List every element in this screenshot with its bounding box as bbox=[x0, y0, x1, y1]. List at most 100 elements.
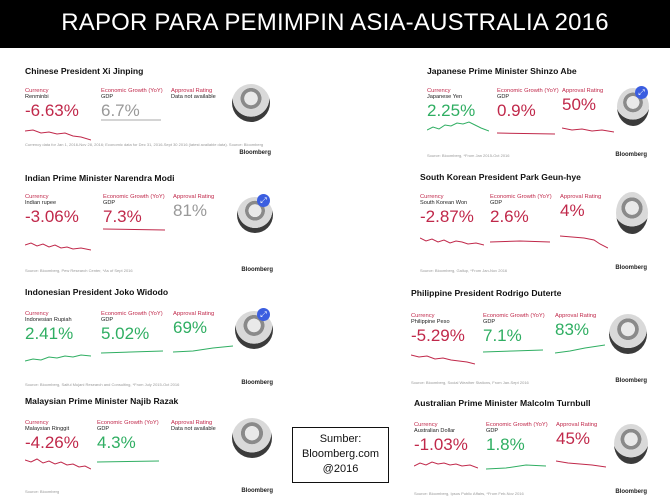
growth-sparkline bbox=[101, 350, 163, 354]
page-title: RAPOR PARA PEMIMPIN ASIA-AUSTRALIA 2016 bbox=[61, 9, 609, 36]
growth-metric: Economic Growth (YoY) GDP 1.8% bbox=[486, 422, 548, 454]
currency-value: -5.29% bbox=[411, 326, 465, 346]
approval-note: Data not available bbox=[171, 426, 216, 433]
growth-value: 7.1% bbox=[483, 326, 522, 346]
currency-value: -1.03% bbox=[414, 435, 468, 455]
growth-sparkline bbox=[483, 349, 543, 353]
approval-value: 69% bbox=[173, 318, 208, 338]
growth-metric: Economic Growth (YoY) GDP 2.6% bbox=[490, 194, 552, 226]
card-title: Philippine President Rodrigo Duterte bbox=[411, 288, 562, 298]
growth-value: 5.02% bbox=[101, 324, 150, 344]
growth-sparkline bbox=[101, 119, 161, 121]
source-note: Source: Bloomberg, Gallup, *From Jan-Nov… bbox=[420, 268, 508, 273]
currency-name: Indonesian Rupiah bbox=[25, 317, 72, 324]
currency-name: Renminbi bbox=[25, 94, 49, 101]
growth-name: GDP bbox=[497, 94, 510, 101]
growth-value: 2.6% bbox=[490, 207, 529, 227]
growth-sparkline bbox=[103, 228, 165, 231]
currency-name: Philippine Peso bbox=[411, 319, 450, 326]
growth-label: Economic Growth (YoY) bbox=[101, 88, 163, 94]
currency-metric: Currency South Korean Won -2.87% bbox=[420, 194, 474, 226]
bloomberg-brand: Bloomberg bbox=[241, 488, 273, 494]
growth-label: Economic Growth (YoY) bbox=[103, 194, 165, 200]
growth-value: 1.8% bbox=[486, 435, 525, 455]
currency-sparkline bbox=[427, 121, 489, 132]
approval-metric: Approval Rating Data not available bbox=[171, 420, 216, 432]
source-note: Source: Bloomberg bbox=[25, 489, 60, 494]
source-box-line2: Bloomberg.com bbox=[301, 448, 380, 460]
leader-card-duterte: Philippine President Rodrigo Duterte Cur… bbox=[411, 288, 649, 390]
growth-metric: Economic Growth (YoY) GDP 0.9% bbox=[497, 88, 559, 120]
leader-card-jokowi: Indonesian President Joko Widodo Currenc… bbox=[25, 287, 275, 389]
growth-value: 0.9% bbox=[497, 101, 536, 121]
growth-value: 4.3% bbox=[97, 433, 136, 453]
leader-photo bbox=[232, 84, 270, 122]
leader-card-xi: Chinese President Xi Jinping Currency Re… bbox=[25, 66, 275, 160]
approval-sparkline bbox=[556, 460, 606, 468]
growth-metric: Economic Growth (YoY) GDP 7.1% bbox=[483, 313, 545, 345]
approval-label: Approval Rating bbox=[562, 88, 604, 94]
growth-name: GDP bbox=[486, 428, 499, 435]
expand-icon[interactable]: ⤢ bbox=[635, 86, 648, 99]
leader-photo bbox=[609, 314, 647, 354]
expand-icon[interactable]: ⤢ bbox=[257, 308, 270, 321]
growth-label: Economic Growth (YoY) bbox=[101, 311, 163, 317]
approval-sparkline bbox=[555, 344, 605, 354]
currency-label: Currency bbox=[25, 420, 49, 426]
leader-photo bbox=[616, 192, 648, 234]
growth-metric: Economic Growth (YoY) GDP 7.3% bbox=[103, 194, 165, 226]
source-box-line1: Sumber: bbox=[319, 433, 362, 445]
currency-label: Currency bbox=[25, 311, 49, 317]
currency-metric: Currency Japanese Yen 2.25% bbox=[427, 88, 475, 120]
growth-label: Economic Growth (YoY) bbox=[490, 194, 552, 200]
growth-label: Economic Growth (YoY) bbox=[486, 422, 548, 428]
currency-name: Australian Dollar bbox=[414, 428, 456, 435]
approval-metric: Approval Rating 45% bbox=[556, 422, 597, 448]
approval-metric: Approval Rating 69% bbox=[173, 311, 214, 337]
growth-name: GDP bbox=[97, 426, 110, 433]
leader-card-park: South Korean President Park Geun-hye Cur… bbox=[420, 172, 649, 274]
bloomberg-brand: Bloomberg bbox=[615, 265, 647, 271]
growth-metric: Economic Growth (YoY) GDP 6.7% bbox=[101, 88, 163, 120]
growth-metric: Economic Growth (YoY) GDP 4.3% bbox=[97, 420, 159, 452]
card-title: Malaysian Prime Minister Najib Razak bbox=[25, 396, 179, 406]
currency-sparkline bbox=[25, 354, 91, 362]
approval-value: 50% bbox=[562, 95, 597, 115]
currency-value: -6.63% bbox=[25, 101, 79, 121]
approval-label: Approval Rating bbox=[556, 422, 598, 428]
approval-note: Data not available bbox=[171, 94, 216, 101]
growth-name: GDP bbox=[101, 94, 114, 101]
card-title: Japanese Prime Minister Shinzo Abe bbox=[427, 66, 577, 76]
currency-sparkline bbox=[25, 129, 91, 141]
source-box-line3: @2016 bbox=[322, 463, 359, 475]
card-title: Australian Prime Minister Malcolm Turnbu… bbox=[414, 398, 591, 408]
currency-label: Currency bbox=[420, 194, 444, 200]
currency-name: South Korean Won bbox=[420, 200, 468, 207]
leader-card-abe: Japanese Prime Minister Shinzo Abe Curre… bbox=[427, 66, 649, 160]
currency-value: -4.26% bbox=[25, 433, 79, 453]
source-note: Source: Bloomberg, Saiful Mujani Researc… bbox=[25, 382, 180, 387]
growth-metric: Economic Growth (YoY) GDP 5.02% bbox=[101, 311, 163, 343]
bloomberg-brand: Bloomberg bbox=[241, 380, 273, 386]
approval-metric: Approval Rating 4% bbox=[560, 194, 601, 220]
approval-metric: Approval Rating 81% bbox=[173, 194, 214, 220]
approval-label: Approval Rating bbox=[171, 420, 213, 426]
currency-metric: Currency Indian rupee -3.06% bbox=[25, 194, 79, 226]
bloomberg-brand: Bloomberg bbox=[241, 267, 273, 273]
source-box: Sumber: Bloomberg.com @2016 bbox=[292, 427, 389, 483]
currency-value: 2.41% bbox=[25, 324, 74, 344]
growth-sparkline bbox=[486, 464, 546, 470]
approval-value: 83% bbox=[555, 320, 590, 340]
growth-label: Economic Growth (YoY) bbox=[483, 313, 545, 319]
approval-label: Approval Rating bbox=[173, 311, 215, 317]
currency-name: Japanese Yen bbox=[427, 94, 463, 101]
currency-metric: Currency Renminbi -6.63% bbox=[25, 88, 79, 120]
growth-name: GDP bbox=[483, 319, 496, 326]
bloomberg-brand: Bloomberg bbox=[615, 378, 647, 384]
expand-icon[interactable]: ⤢ bbox=[257, 194, 270, 207]
growth-label: Economic Growth (YoY) bbox=[97, 420, 159, 426]
approval-metric: Approval Rating Data not available bbox=[171, 88, 216, 100]
approval-sparkline bbox=[173, 345, 233, 353]
card-title: Indonesian President Joko Widodo bbox=[25, 287, 169, 297]
approval-metric: Approval Rating 83% bbox=[555, 313, 596, 339]
